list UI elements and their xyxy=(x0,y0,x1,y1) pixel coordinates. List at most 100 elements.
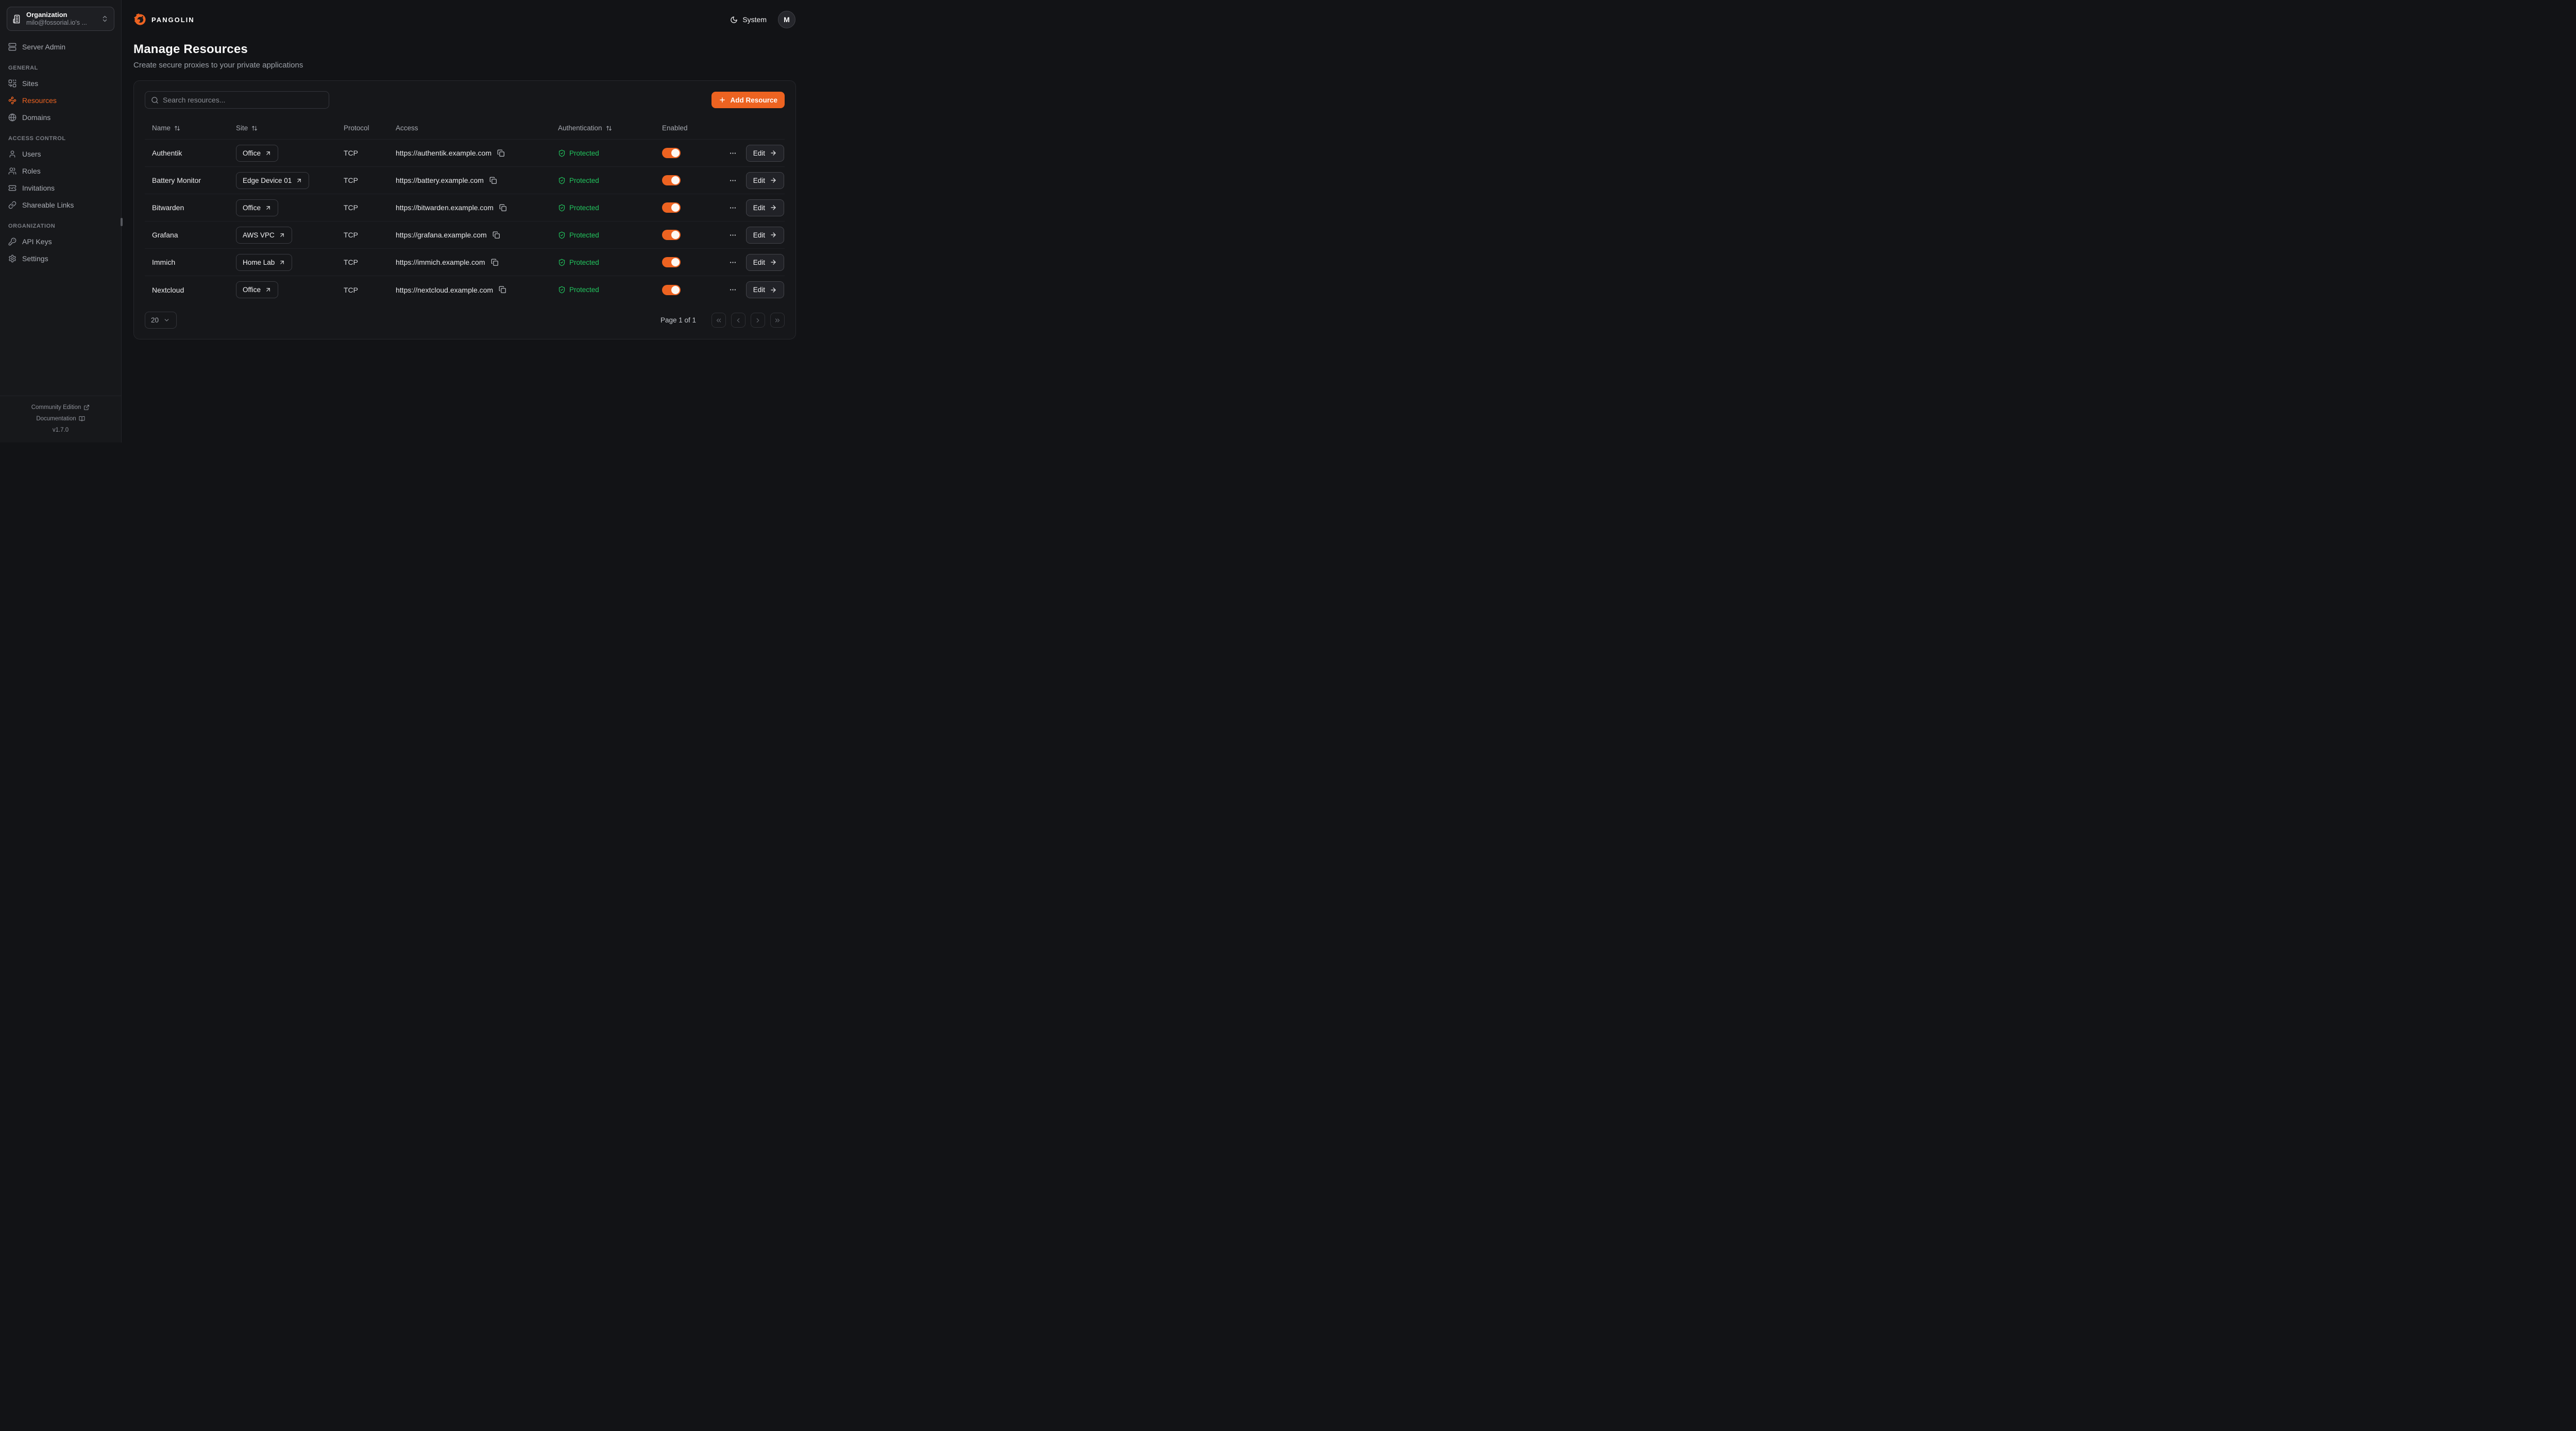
sidebar-item-api-keys[interactable]: API Keys xyxy=(7,233,114,250)
edit-button[interactable]: Edit xyxy=(745,226,784,244)
copy-button[interactable] xyxy=(490,258,500,267)
auth-badge: Protected xyxy=(558,286,599,294)
top-bar: PANGOLIN System M xyxy=(122,0,808,28)
copy-button[interactable] xyxy=(498,203,508,213)
site-link-button[interactable]: Office xyxy=(236,144,279,162)
enabled-toggle[interactable] xyxy=(662,230,681,240)
enabled-toggle[interactable] xyxy=(662,175,681,185)
next-page-button[interactable] xyxy=(751,313,765,328)
add-resource-button[interactable]: Add Resource xyxy=(711,92,785,108)
sidebar-item-shareable-links[interactable]: Shareable Links xyxy=(7,196,114,213)
sidebar-item-label: Settings xyxy=(22,254,48,263)
copy-button[interactable] xyxy=(496,148,506,158)
ticket-icon xyxy=(8,184,16,192)
shield-check-icon xyxy=(558,204,566,212)
row-menu-button[interactable] xyxy=(727,175,738,186)
enabled-toggle[interactable] xyxy=(662,257,681,267)
search-icon xyxy=(151,96,159,104)
combine-icon xyxy=(8,79,16,88)
header-authentication[interactable]: Authentication xyxy=(551,124,655,132)
copy-icon xyxy=(493,231,500,239)
shield-check-icon xyxy=(558,259,566,266)
sidebar-item-sites[interactable]: Sites xyxy=(7,75,114,92)
copy-button[interactable] xyxy=(488,176,498,185)
avatar[interactable]: M xyxy=(778,11,795,28)
brand-logo[interactable]: PANGOLIN xyxy=(133,13,195,26)
arrow-up-right-icon xyxy=(279,259,285,266)
site-link-button[interactable]: Edge Device 01 xyxy=(236,172,310,189)
row-menu-button[interactable] xyxy=(727,284,738,295)
resource-name: Authentik xyxy=(152,149,182,157)
first-page-button[interactable] xyxy=(711,313,726,328)
copy-button[interactable] xyxy=(492,230,501,240)
community-edition-link[interactable]: Community Edition xyxy=(0,402,121,413)
arrow-up-right-icon xyxy=(265,150,272,157)
documentation-link[interactable]: Documentation xyxy=(0,413,121,424)
protocol: TCP xyxy=(344,176,358,184)
arrow-right-icon xyxy=(770,286,777,294)
sidebar-item-roles[interactable]: Roles xyxy=(7,162,114,179)
auth-status: Protected xyxy=(569,203,599,212)
sidebar-item-users[interactable]: Users xyxy=(7,145,114,162)
table-row: Authentik Office TCP https://authentik.e… xyxy=(145,140,785,167)
arrow-right-icon xyxy=(770,204,777,211)
sidebar-item-label: API Keys xyxy=(22,237,52,246)
sidebar-item-resources[interactable]: Resources xyxy=(7,92,114,109)
edit-button[interactable]: Edit xyxy=(745,144,784,162)
header-protocol: Protocol xyxy=(336,124,388,132)
org-label: Organization xyxy=(26,10,67,19)
site-link-button[interactable]: Office xyxy=(236,199,279,216)
edit-label: Edit xyxy=(753,176,765,184)
sidebar-resize-handle[interactable] xyxy=(121,218,123,226)
access-url: https://nextcloud.example.com xyxy=(396,285,494,294)
table-row: Nextcloud Office TCP https://nextcloud.e… xyxy=(145,276,785,303)
search-input[interactable] xyxy=(163,96,323,104)
enabled-toggle[interactable] xyxy=(662,284,681,295)
row-menu-button[interactable] xyxy=(727,148,738,159)
prev-page-button[interactable] xyxy=(731,313,745,328)
header-enabled: Enabled xyxy=(655,124,711,132)
plus-icon xyxy=(719,96,726,104)
edit-label: Edit xyxy=(753,203,765,212)
arrow-up-right-icon xyxy=(265,286,272,293)
edit-button[interactable]: Edit xyxy=(745,199,784,216)
protocol: TCP xyxy=(344,258,358,266)
protocol: TCP xyxy=(344,203,358,212)
moon-icon xyxy=(730,16,738,24)
resource-name: Grafana xyxy=(152,231,178,239)
sidebar: Organization milo@fossorial.io's ... Ser… xyxy=(0,0,123,442)
page-size-select[interactable]: 20 xyxy=(145,312,177,329)
header-site[interactable]: Site xyxy=(229,124,336,132)
org-switcher[interactable]: Organization milo@fossorial.io's ... xyxy=(7,7,114,31)
edit-button[interactable]: Edit xyxy=(745,253,784,271)
row-menu-button[interactable] xyxy=(727,257,738,268)
sidebar-item-invitations[interactable]: Invitations xyxy=(7,179,114,196)
page-subtitle: Create secure proxies to your private ap… xyxy=(133,61,303,70)
header-authentication-label: Authentication xyxy=(558,124,602,132)
enabled-toggle[interactable] xyxy=(662,148,681,158)
access-url: https://bitwarden.example.com xyxy=(396,203,494,212)
header-name[interactable]: Name xyxy=(145,124,229,132)
row-menu-button[interactable] xyxy=(727,230,738,241)
copy-icon xyxy=(497,149,505,157)
table-row: Immich Home Lab TCP https://immich.examp… xyxy=(145,249,785,276)
shield-check-icon xyxy=(558,286,566,294)
sidebar-item-server-admin[interactable]: Server Admin xyxy=(7,38,114,55)
site-name: Office xyxy=(243,149,261,157)
sidebar-item-domains[interactable]: Domains xyxy=(7,109,114,126)
site-link-button[interactable]: AWS VPC xyxy=(236,226,292,244)
sidebar-item-label: Sites xyxy=(22,79,39,88)
edit-button[interactable]: Edit xyxy=(745,172,784,189)
theme-toggle[interactable]: System xyxy=(730,15,767,24)
arrow-right-icon xyxy=(770,177,777,184)
row-menu-button[interactable] xyxy=(727,202,738,213)
site-link-button[interactable]: Home Lab xyxy=(236,253,293,271)
sidebar-item-label: Shareable Links xyxy=(22,200,74,209)
enabled-toggle[interactable] xyxy=(662,202,681,213)
edit-button[interactable]: Edit xyxy=(745,281,784,298)
site-link-button[interactable]: Office xyxy=(236,281,279,298)
last-page-button[interactable] xyxy=(770,313,785,328)
auth-status: Protected xyxy=(569,258,599,266)
copy-button[interactable] xyxy=(498,285,507,295)
sidebar-item-settings[interactable]: Settings xyxy=(7,250,114,267)
